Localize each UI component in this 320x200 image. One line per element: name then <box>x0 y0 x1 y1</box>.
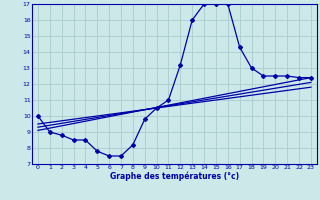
X-axis label: Graphe des températures (°c): Graphe des températures (°c) <box>110 172 239 181</box>
